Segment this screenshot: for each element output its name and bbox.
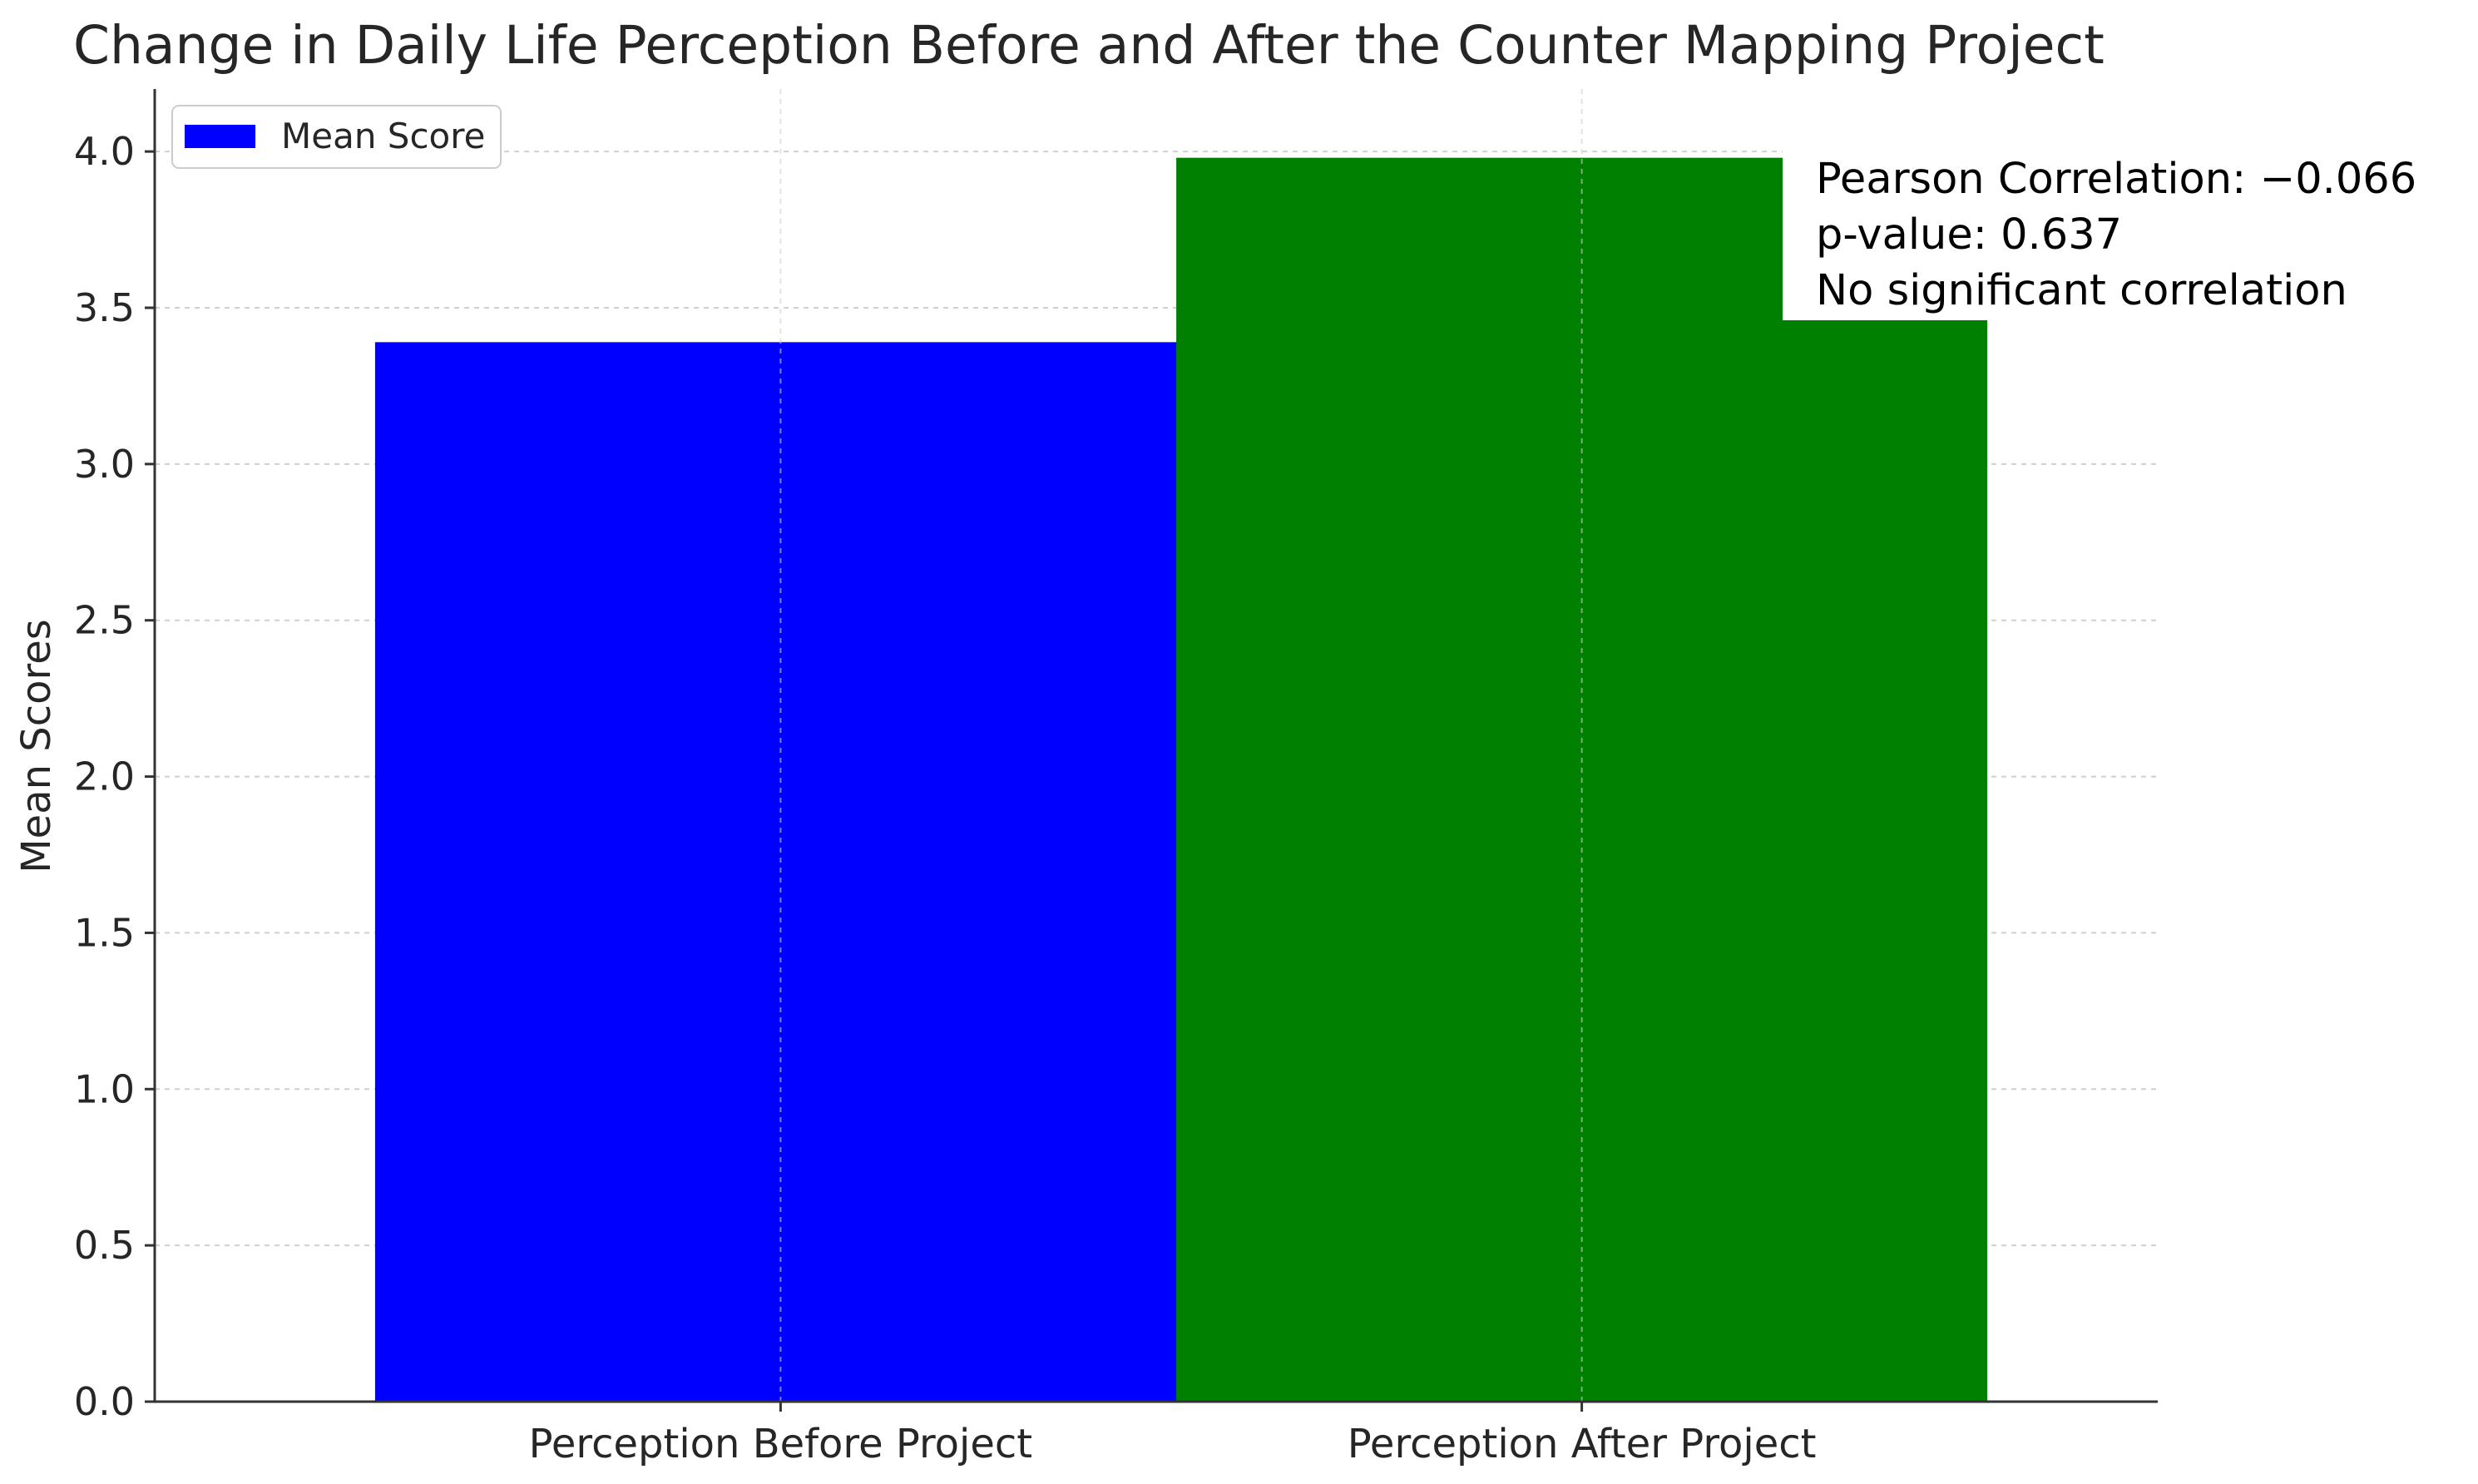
legend-entry-mean-score: Mean Score: [281, 116, 485, 156]
statistics-annotation: Pearson Correlation: −0.066 p-value: 0.6…: [1783, 150, 2478, 320]
y-tick-label: 2.0: [74, 754, 135, 799]
x-tick-label: Perception After Project: [1348, 1421, 1817, 1467]
y-tick-label: 1.5: [74, 910, 135, 955]
y-tick-label: 3.5: [74, 285, 135, 330]
y-axis-ticks: 0.0 0.5 1.0 1.5 2.0 2.5 3.0 3.5 4.0: [74, 129, 155, 1424]
legend-swatch: [185, 125, 255, 148]
annotation-pearson-correlation: Pearson Correlation: −0.066: [1816, 155, 2416, 204]
annotation-significance: No significant correlation: [1816, 266, 2347, 315]
y-axis-label: Mean Scores: [13, 619, 60, 873]
x-tick-label: Perception Before Project: [529, 1421, 1032, 1467]
legend: Mean Score: [171, 105, 502, 169]
y-tick-label: 0.0: [74, 1379, 135, 1424]
chart-title: Change in Daily Life Perception Before a…: [73, 15, 2105, 76]
annotation-p-value: p-value: 0.637: [1816, 210, 2122, 260]
x-axis-ticks: Perception Before Project Perception Afte…: [529, 1402, 1817, 1467]
y-tick-label: 3.0: [74, 442, 135, 487]
y-tick-label: 1.0: [74, 1066, 135, 1111]
y-tick-label: 4.0: [74, 129, 135, 174]
y-tick-label: 2.5: [74, 598, 135, 643]
legend-frame: [171, 105, 502, 169]
bars: [374, 157, 1988, 1402]
y-tick-label: 0.5: [74, 1223, 135, 1268]
annotation-background: [1783, 150, 2478, 320]
